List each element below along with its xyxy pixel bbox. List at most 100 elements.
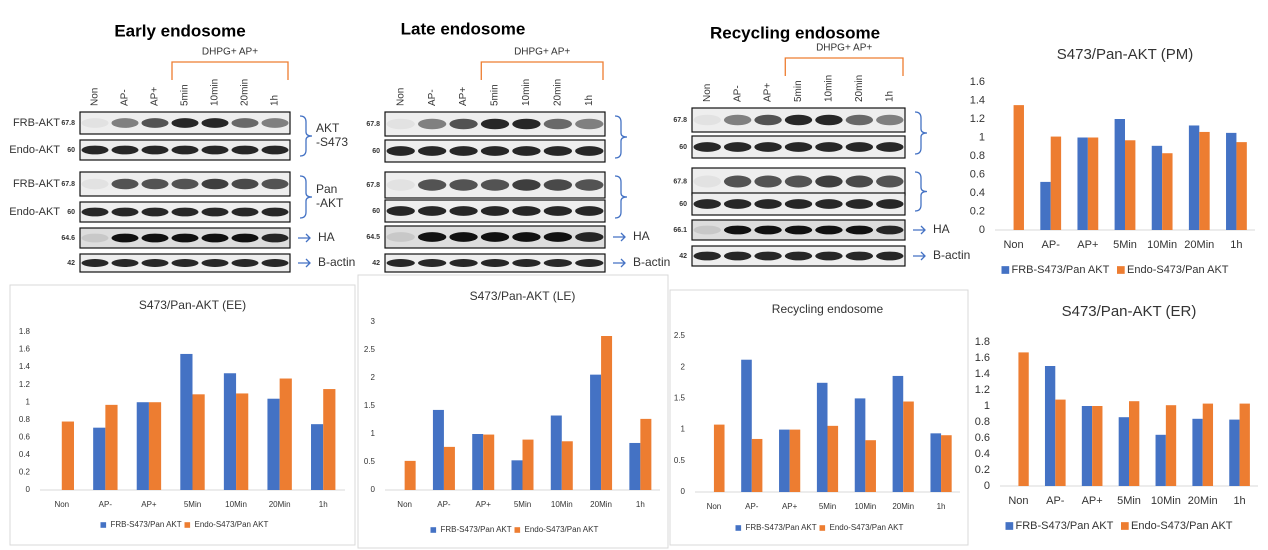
chart-title: S473/Pan-AKT (LE) bbox=[470, 289, 576, 303]
blot-band bbox=[543, 179, 572, 191]
bar bbox=[601, 336, 613, 490]
arrow-label: B-actin bbox=[318, 255, 355, 269]
x-tick-label: 20Min bbox=[892, 502, 914, 511]
row-arrow bbox=[298, 258, 311, 268]
x-tick-label: Non bbox=[707, 502, 722, 511]
blot-band bbox=[575, 179, 604, 191]
blot-band bbox=[480, 179, 510, 191]
bar bbox=[522, 439, 534, 490]
treatment-bracket bbox=[480, 61, 604, 80]
lane-label: Non bbox=[702, 84, 713, 102]
y-tick-label: 0.4 bbox=[975, 448, 990, 460]
bar bbox=[827, 425, 839, 492]
y-tick-label: 0.4 bbox=[970, 187, 985, 199]
blot-band bbox=[815, 142, 843, 152]
blot-band bbox=[723, 225, 752, 235]
lane-label: 5min bbox=[490, 84, 501, 106]
y-tick-label: 1.8 bbox=[975, 336, 990, 348]
bar bbox=[1199, 131, 1210, 230]
blot-band bbox=[575, 146, 604, 156]
bar bbox=[105, 404, 118, 490]
row-bracket bbox=[299, 115, 313, 157]
lane-label: 5min bbox=[793, 80, 804, 102]
x-tick-label: 20Min bbox=[590, 500, 612, 509]
legend-swatch bbox=[184, 522, 191, 528]
bar bbox=[1188, 125, 1200, 230]
blot-band bbox=[386, 118, 415, 130]
blot-band bbox=[815, 114, 843, 126]
blot-band bbox=[845, 142, 874, 152]
x-tick-label: 20Min bbox=[269, 500, 291, 509]
legend-label: Endo-S473/Pan AKT bbox=[525, 525, 599, 534]
blot-band bbox=[449, 146, 478, 156]
bar bbox=[789, 429, 801, 492]
blot-band bbox=[693, 251, 721, 261]
bar bbox=[1081, 406, 1093, 486]
bar bbox=[903, 401, 914, 492]
blot-band bbox=[815, 251, 843, 261]
bar bbox=[1162, 153, 1173, 230]
y-tick-label: 1.8 bbox=[19, 327, 31, 336]
blot-band bbox=[111, 259, 139, 267]
blot-band bbox=[418, 118, 447, 130]
mw-marker: 60 bbox=[372, 208, 380, 215]
y-tick-label: 0.8 bbox=[970, 150, 985, 162]
x-tick-label: 5Min bbox=[1117, 495, 1141, 507]
blot-band bbox=[231, 145, 259, 155]
bar bbox=[1202, 403, 1214, 486]
blot-band bbox=[111, 118, 139, 128]
blot-band bbox=[693, 199, 721, 209]
mw-marker: 42 bbox=[679, 253, 687, 260]
mw-marker: 60 bbox=[679, 144, 687, 151]
blot-band bbox=[876, 175, 904, 188]
y-tick-label: 0.8 bbox=[19, 415, 31, 424]
blot-band bbox=[543, 206, 572, 216]
legend-label: Endo-S473/Pan AKT bbox=[1131, 520, 1233, 532]
blot-band bbox=[449, 118, 478, 130]
bracket-label: AKT bbox=[316, 121, 340, 135]
blot-band bbox=[201, 178, 229, 190]
blot-band bbox=[81, 259, 109, 267]
blot-band bbox=[231, 259, 259, 267]
blot-band bbox=[512, 179, 541, 191]
blot-band bbox=[845, 251, 874, 261]
chart-frame bbox=[357, 274, 669, 549]
legend-swatch bbox=[819, 525, 826, 531]
blot-band bbox=[723, 251, 752, 261]
x-tick-label: Non bbox=[1008, 495, 1028, 507]
blot-band bbox=[480, 146, 510, 156]
bar bbox=[483, 434, 495, 490]
bar bbox=[1151, 145, 1163, 230]
blot-band bbox=[141, 233, 169, 243]
bar bbox=[1229, 419, 1240, 486]
legend-swatch bbox=[1001, 266, 1010, 274]
legend-label: FRB-S473/Pan AKT bbox=[1012, 264, 1110, 276]
blot-band bbox=[543, 259, 572, 267]
y-tick-label: 0 bbox=[681, 487, 686, 496]
treatment-label: DHPG+ AP+ bbox=[514, 47, 570, 58]
blot-band bbox=[418, 179, 447, 191]
blot-band bbox=[231, 207, 259, 217]
y-tick-label: 1.5 bbox=[364, 401, 376, 410]
blot-band bbox=[386, 146, 415, 156]
y-tick-label: 0.2 bbox=[970, 205, 985, 217]
arrow-label: HA bbox=[933, 222, 950, 236]
chart-frame bbox=[669, 289, 969, 546]
row-bracket bbox=[614, 175, 628, 219]
legend-swatch bbox=[430, 527, 437, 533]
lane-label: 20min bbox=[240, 79, 251, 106]
blot-band bbox=[141, 145, 169, 155]
treatment-label: DHPG+ AP+ bbox=[816, 43, 872, 54]
bar bbox=[93, 427, 106, 490]
y-tick-label: 1.2 bbox=[975, 384, 990, 396]
bar bbox=[236, 393, 249, 490]
blot-band bbox=[81, 178, 109, 190]
bar bbox=[192, 394, 205, 490]
lane-label: AP- bbox=[732, 85, 743, 102]
bar bbox=[511, 460, 523, 490]
bar bbox=[1013, 105, 1024, 230]
x-tick-label: 1h bbox=[1233, 495, 1245, 507]
blot-band bbox=[754, 225, 782, 235]
row-label: FRB-AKT bbox=[13, 117, 60, 129]
y-tick-label: 1.5 bbox=[674, 394, 686, 403]
